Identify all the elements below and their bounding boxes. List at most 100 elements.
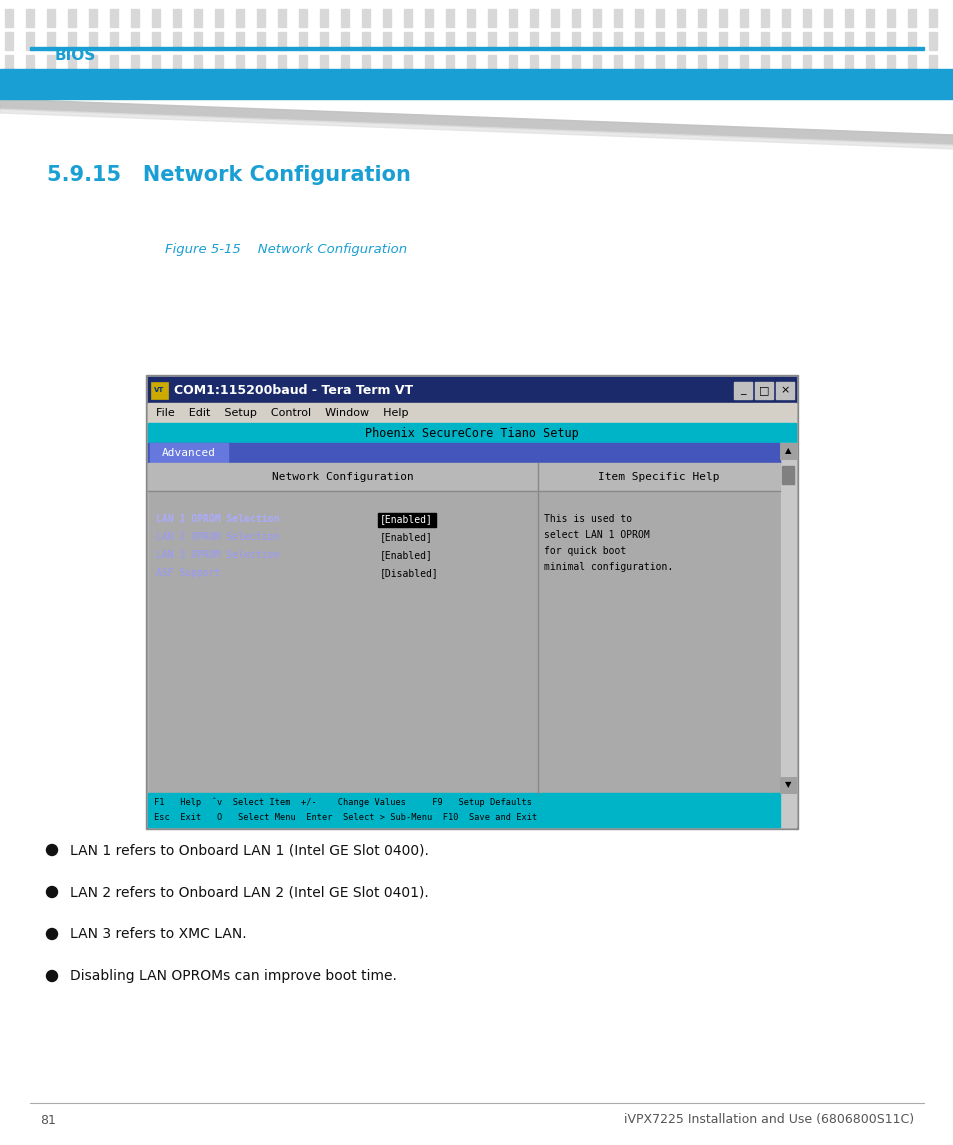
Bar (152, 9, 160, 27)
Polygon shape (0, 109, 953, 149)
Bar (256, 55, 265, 73)
Text: Disabling LAN OPROMs can improve boot time.: Disabling LAN OPROMs can improve boot ti… (70, 969, 396, 984)
Bar (886, 32, 894, 50)
Bar (146, 376, 797, 829)
Text: Advanced: Advanced (162, 448, 215, 458)
Bar (89, 32, 97, 50)
Bar (740, 32, 747, 50)
Bar (148, 443, 780, 463)
Bar (844, 55, 852, 73)
Bar (530, 32, 537, 50)
Bar (150, 443, 228, 463)
Text: 81: 81 (40, 1113, 56, 1127)
Bar (907, 55, 915, 73)
Bar (781, 55, 789, 73)
Text: LAN 1 OPROM Selection: LAN 1 OPROM Selection (156, 514, 279, 524)
Bar (214, 32, 223, 50)
Bar (152, 55, 160, 73)
Bar (5, 55, 13, 73)
Bar (152, 32, 160, 50)
Bar (148, 793, 780, 827)
Bar (47, 32, 55, 50)
Bar (47, 55, 55, 73)
Text: Esc  Exit   O   Select Menu  Enter  Select > Sub-Menu  F10  Save and Exit: Esc Exit O Select Menu Enter Select > Su… (153, 813, 537, 822)
Bar (928, 9, 936, 27)
Bar (110, 55, 118, 73)
Bar (382, 55, 391, 73)
Bar (865, 9, 873, 27)
Bar (89, 55, 97, 73)
Bar (382, 9, 391, 27)
Bar (446, 32, 454, 50)
Bar (740, 55, 747, 73)
Bar (424, 9, 433, 27)
Text: [Enabled]: [Enabled] (379, 532, 433, 542)
Text: COM1:115200baud - Tera Term VT: COM1:115200baud - Tera Term VT (173, 384, 413, 396)
Bar (277, 9, 286, 27)
Bar (193, 55, 202, 73)
Bar (256, 32, 265, 50)
Bar (775, 382, 793, 398)
Bar (509, 32, 517, 50)
Bar (403, 9, 412, 27)
Bar (340, 9, 349, 27)
Text: LAN 1 refers to Onboard LAN 1 (Intel GE Slot 0400).: LAN 1 refers to Onboard LAN 1 (Intel GE … (70, 843, 429, 856)
Bar (781, 9, 789, 27)
Bar (110, 32, 118, 50)
Bar (509, 9, 517, 27)
Bar (148, 463, 780, 491)
Bar (488, 55, 496, 73)
Bar (780, 443, 795, 459)
Text: Item Specific Help: Item Specific Help (598, 472, 719, 482)
Bar (760, 32, 768, 50)
Bar (656, 32, 663, 50)
Bar (151, 382, 168, 398)
Bar (488, 32, 496, 50)
Bar (928, 32, 936, 50)
Bar (148, 377, 795, 827)
Bar (446, 55, 454, 73)
Bar (68, 32, 76, 50)
Bar (760, 9, 768, 27)
Bar (719, 55, 726, 73)
Bar (298, 9, 307, 27)
Bar (802, 32, 810, 50)
Bar (424, 32, 433, 50)
Bar (5, 32, 13, 50)
Bar (781, 32, 789, 50)
Text: LAN 2 refers to Onboard LAN 2 (Intel GE Slot 0401).: LAN 2 refers to Onboard LAN 2 (Intel GE … (70, 885, 428, 899)
Bar (340, 55, 349, 73)
Text: [Enabled]: [Enabled] (379, 550, 433, 560)
Bar (148, 377, 795, 403)
Bar (361, 55, 370, 73)
Bar (172, 32, 181, 50)
Bar (780, 443, 795, 827)
Text: iVPX7225 Installation and Use (6806800S11C): iVPX7225 Installation and Use (6806800S1… (623, 1113, 913, 1127)
Bar (865, 32, 873, 50)
Text: ▲: ▲ (784, 447, 790, 456)
Bar (131, 9, 139, 27)
Bar (340, 32, 349, 50)
Bar (865, 55, 873, 73)
Bar (148, 403, 795, 423)
Bar (403, 55, 412, 73)
Text: Figure 5-15    Network Configuration: Figure 5-15 Network Configuration (165, 244, 407, 256)
Bar (698, 9, 705, 27)
Bar (823, 55, 831, 73)
Bar (509, 55, 517, 73)
Bar (781, 466, 793, 484)
Bar (446, 9, 454, 27)
Bar (719, 9, 726, 27)
Bar (886, 55, 894, 73)
Bar (319, 32, 328, 50)
Text: [Disabled]: [Disabled] (379, 568, 438, 578)
Bar (593, 9, 600, 27)
Text: □: □ (758, 385, 768, 395)
Bar (740, 9, 747, 27)
Circle shape (47, 929, 57, 940)
Bar (551, 9, 558, 27)
Bar (467, 55, 475, 73)
Bar (698, 32, 705, 50)
Text: [Enabled]: [Enabled] (379, 514, 433, 524)
Bar (68, 9, 76, 27)
